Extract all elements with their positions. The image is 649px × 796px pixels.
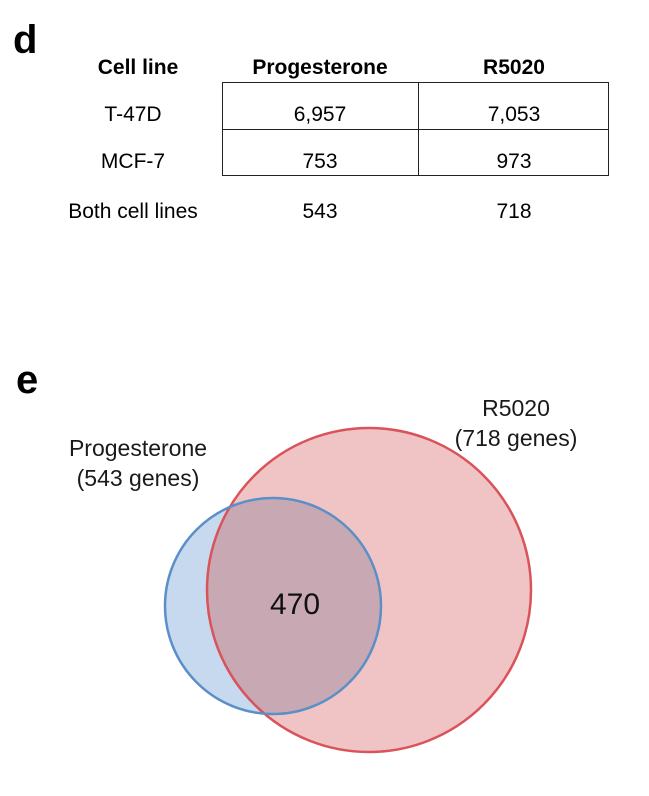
progesterone-circle-outline bbox=[163, 496, 383, 716]
cell-mcf7-progesterone: 753 bbox=[302, 150, 338, 173]
cell-t47d-progesterone: 6,957 bbox=[293, 103, 347, 126]
table-column-divider bbox=[418, 83, 419, 175]
table-grid bbox=[222, 82, 609, 176]
overlap-region bbox=[207, 498, 381, 714]
cell-mcf7-r5020: 973 bbox=[496, 150, 532, 173]
r5020-set-label: R5020 (718 genes) bbox=[416, 393, 616, 453]
header-r5020: R5020 bbox=[483, 56, 545, 79]
row-label-both: Both cell lines bbox=[68, 200, 198, 223]
cell-both-progesterone: 543 bbox=[302, 200, 338, 223]
r5020-set-name: R5020 bbox=[482, 395, 550, 421]
table-row-divider bbox=[223, 129, 608, 130]
r5020-circle-outline bbox=[205, 426, 533, 754]
cell-t47d-r5020: 7,053 bbox=[487, 103, 541, 126]
progesterone-set-label: Progesterone (543 genes) bbox=[38, 433, 238, 493]
cell-both-r5020: 718 bbox=[496, 200, 532, 223]
panel-d-label: d bbox=[13, 18, 38, 62]
overlap-count: 470 bbox=[269, 588, 321, 621]
header-progesterone: Progesterone bbox=[252, 56, 388, 79]
row-label-t47d: T-47D bbox=[104, 103, 162, 126]
header-cell-line: Cell line bbox=[97, 56, 179, 79]
progesterone-set-count: (543 genes) bbox=[76, 465, 200, 491]
panel-e-label: e bbox=[16, 358, 39, 402]
r5020-set-count: (718 genes) bbox=[454, 425, 578, 451]
progesterone-set-name: Progesterone bbox=[68, 435, 208, 461]
row-label-mcf7: MCF-7 bbox=[100, 150, 166, 173]
